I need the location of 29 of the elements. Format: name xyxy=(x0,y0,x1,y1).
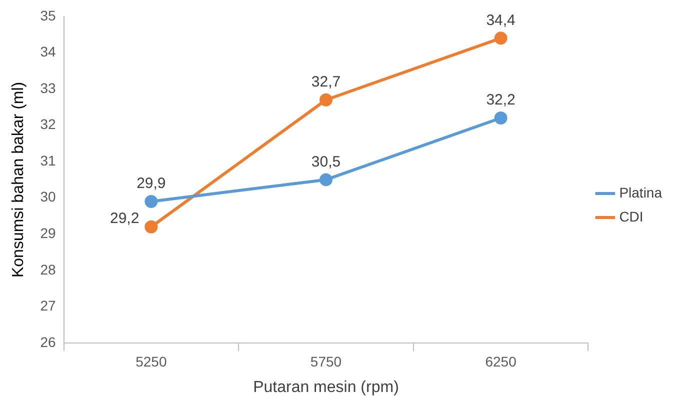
data-label: 29,9 xyxy=(136,175,166,192)
point xyxy=(319,93,332,106)
y-tick-label: 27 xyxy=(40,298,56,314)
data-label: 29,2 xyxy=(110,210,140,228)
point xyxy=(319,173,332,186)
x-axis-title: Putaran mesin (rpm) xyxy=(253,378,399,396)
y-axis-title: Konsumsi bahan bakar (ml) xyxy=(10,82,28,278)
point xyxy=(144,194,158,208)
point xyxy=(494,32,508,45)
legend-label: Platina xyxy=(619,184,662,200)
point xyxy=(144,220,158,234)
y-tick-label: 31 xyxy=(40,152,56,168)
data-label: 34,4 xyxy=(486,12,516,29)
y-tick-label: 33 xyxy=(40,80,56,96)
y-tick-label: 35 xyxy=(40,7,56,24)
data-label: 30,5 xyxy=(311,153,341,170)
point xyxy=(494,112,508,125)
x-tick-label: 5250 xyxy=(136,353,167,370)
data-label: 32,7 xyxy=(311,74,341,91)
y-tick-label: 30 xyxy=(40,188,56,205)
x-tick-label: 5750 xyxy=(310,353,342,370)
data-label: 32,2 xyxy=(486,92,516,109)
y-tick-label: 32 xyxy=(40,116,56,132)
legend-label: CDI xyxy=(619,208,644,224)
y-tick-label: 28 xyxy=(40,261,56,278)
y-tick-label: 34 xyxy=(40,44,56,60)
x-tick-label: 6250 xyxy=(485,353,517,370)
y-tick-label: 26 xyxy=(40,334,56,350)
y-tick-label: 29 xyxy=(40,224,56,241)
